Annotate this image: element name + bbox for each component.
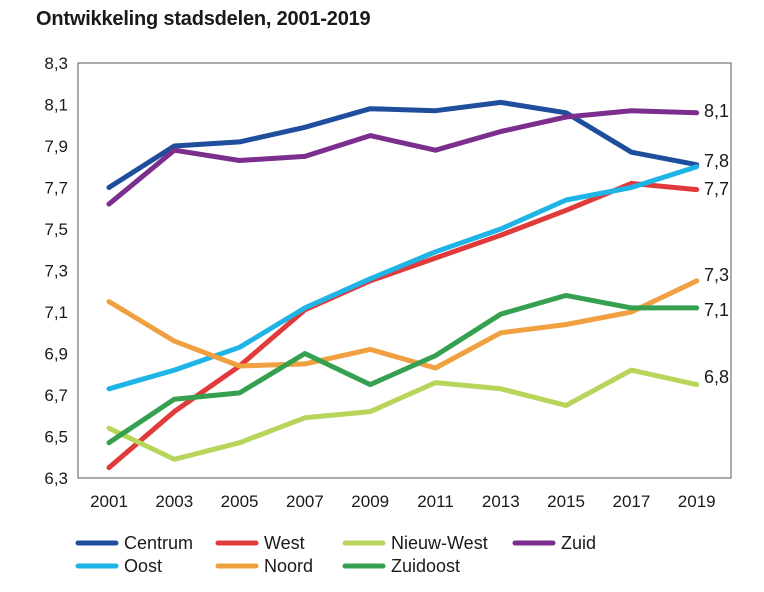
series-line-west xyxy=(106,180,700,471)
x-tick-label: 2015 xyxy=(547,492,585,511)
x-tick-label: 2007 xyxy=(286,492,324,511)
x-tick-label: 2019 xyxy=(678,492,716,511)
end-label-west: 7,7 xyxy=(704,179,729,199)
series-line-nieuw-west xyxy=(106,367,700,462)
y-tick-label: 7,5 xyxy=(44,220,68,239)
y-tick-label: 7,3 xyxy=(44,262,68,281)
series-line-zuidoost xyxy=(106,292,700,446)
end-label-centrum: 7,8 xyxy=(704,151,729,171)
legend-item-nieuw-west: Nieuw-West xyxy=(342,533,488,553)
legend-label: Zuid xyxy=(561,533,596,553)
end-label-noord: 7,3 xyxy=(704,265,729,285)
end-label-zuidoost: 7,1 xyxy=(704,300,729,320)
legend-label: West xyxy=(264,533,305,553)
y-tick-label: 6,3 xyxy=(44,469,68,488)
y-tick-label: 6,5 xyxy=(44,428,68,447)
x-tick-label: 2013 xyxy=(482,492,520,511)
x-tick-label: 2009 xyxy=(351,492,389,511)
legend-item-centrum: Centrum xyxy=(75,533,193,553)
y-tick-label: 8,3 xyxy=(44,54,68,73)
x-tick-label: 2011 xyxy=(417,492,454,511)
y-tick-label: 7,9 xyxy=(44,137,68,156)
x-tick-label: 2003 xyxy=(155,492,193,511)
end-label-zuid: 8,1 xyxy=(704,101,729,121)
legend-label: Noord xyxy=(264,556,313,576)
y-tick-label: 7,1 xyxy=(44,303,68,322)
legend-label: Oost xyxy=(124,556,162,576)
x-tick-label: 2001 xyxy=(90,492,128,511)
series-line-oost xyxy=(106,164,700,392)
chart-title: Ontwikkeling stadsdelen, 2001-2019 xyxy=(36,8,371,30)
legend-item-west: West xyxy=(215,533,305,553)
y-tick-label: 7,7 xyxy=(44,179,68,198)
series-line-centrum xyxy=(106,99,700,190)
legend-label: Zuidoost xyxy=(391,556,460,576)
legend-label: Centrum xyxy=(124,533,193,553)
series-line-zuid xyxy=(106,108,700,207)
x-tick-label: 2017 xyxy=(612,492,650,511)
y-tick-label: 6,9 xyxy=(44,345,68,364)
y-tick-label: 8,1 xyxy=(44,96,68,115)
legend-label: Nieuw-West xyxy=(391,533,488,553)
end-label-nieuw-west: 6,8 xyxy=(704,367,729,387)
legend-item-zuidoost: Zuidoost xyxy=(342,556,460,576)
legend-item-zuid: Zuid xyxy=(512,533,596,553)
y-tick-label: 6,7 xyxy=(44,386,68,405)
legend-item-oost: Oost xyxy=(75,556,162,576)
x-tick-label: 2005 xyxy=(221,492,259,511)
series-line-noord xyxy=(106,278,700,371)
legend-item-noord: Noord xyxy=(215,556,313,576)
plot-area-frame xyxy=(77,62,732,479)
